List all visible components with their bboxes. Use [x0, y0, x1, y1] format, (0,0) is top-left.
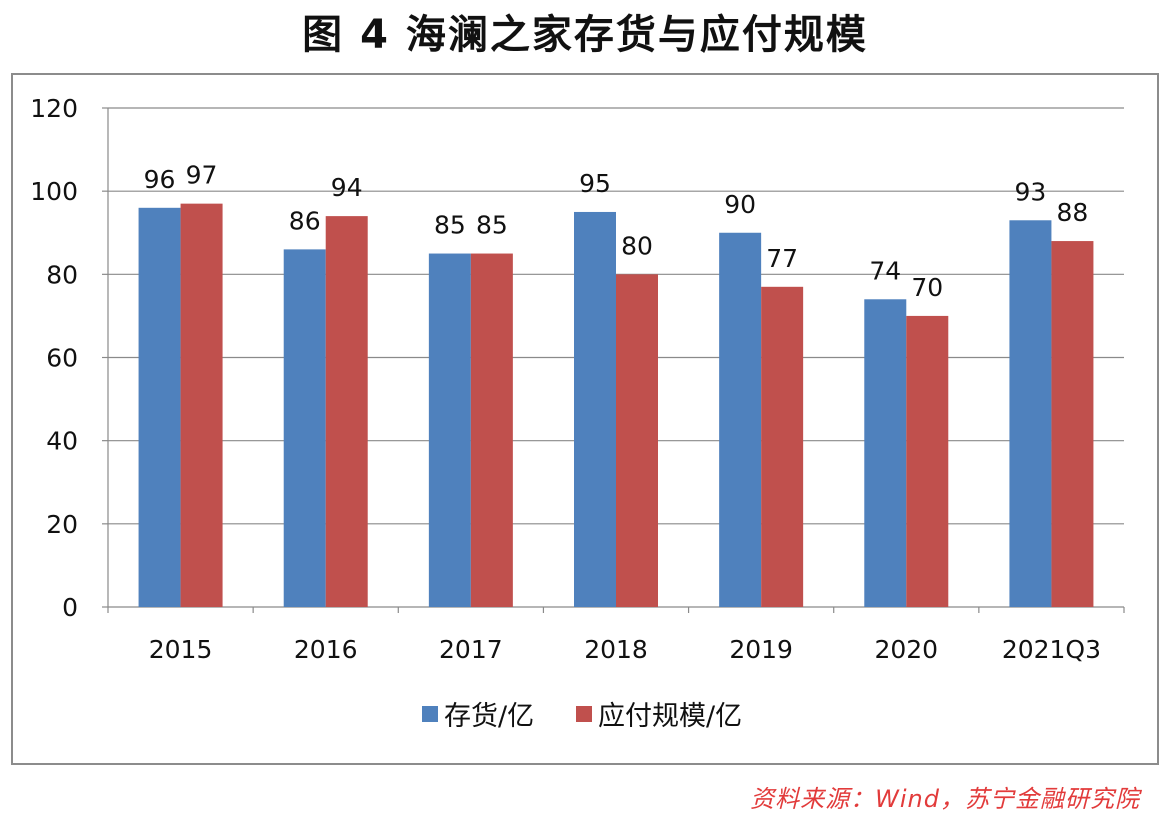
bar-inventory [719, 232, 762, 607]
bar-payables [1051, 241, 1094, 608]
bar-payables [180, 203, 223, 607]
data-label: 70 [911, 273, 943, 302]
y-tick-label: 40 [46, 427, 78, 456]
data-label: 95 [579, 169, 611, 198]
x-tick-label: 2019 [729, 635, 793, 664]
data-label: 80 [621, 231, 653, 260]
data-label: 85 [434, 211, 466, 240]
x-tick-label: 2017 [439, 635, 503, 664]
bar-inventory [574, 211, 616, 608]
legend-label: 应付规模/亿 [598, 701, 742, 732]
bar-payables [616, 274, 658, 607]
source-note: 资料来源：Wind，苏宁金融研究院 [750, 785, 1140, 813]
bar-inventory [428, 253, 471, 607]
data-label: 86 [289, 206, 321, 235]
data-label: 88 [1057, 198, 1089, 227]
x-tick-label: 2015 [149, 635, 213, 664]
y-tick-label: 100 [30, 177, 78, 206]
bar-payables [761, 286, 804, 607]
chart-title: 图 4 海澜之家存货与应付规模 [302, 12, 868, 58]
bar-payables [906, 315, 949, 607]
legend-swatch [576, 706, 592, 722]
bar-payables [470, 253, 513, 607]
data-label: 77 [766, 244, 798, 273]
bar-payables [325, 216, 368, 607]
legend-swatch [422, 706, 438, 722]
x-tick-label: 2016 [294, 635, 358, 664]
y-tick-label: 0 [62, 593, 78, 622]
y-tick-label: 60 [46, 344, 78, 373]
data-label: 90 [724, 190, 756, 219]
bar-inventory [864, 299, 907, 607]
data-label: 93 [1015, 177, 1047, 206]
data-label: 97 [186, 161, 218, 190]
bar-inventory [1009, 220, 1052, 607]
y-tick-label: 80 [46, 260, 78, 289]
y-tick-label: 20 [46, 510, 78, 539]
legend-label: 存货/亿 [444, 701, 534, 732]
bar-inventory [138, 207, 181, 608]
x-tick-label: 2018 [584, 635, 648, 664]
data-label: 96 [144, 165, 176, 194]
data-label: 74 [869, 256, 901, 285]
data-label: 94 [331, 173, 363, 202]
data-label: 85 [476, 211, 508, 240]
y-tick-label: 120 [30, 94, 78, 123]
bar-inventory [283, 249, 326, 607]
x-tick-label: 2020 [874, 635, 938, 664]
x-tick-label: 2021Q3 [1002, 635, 1101, 664]
